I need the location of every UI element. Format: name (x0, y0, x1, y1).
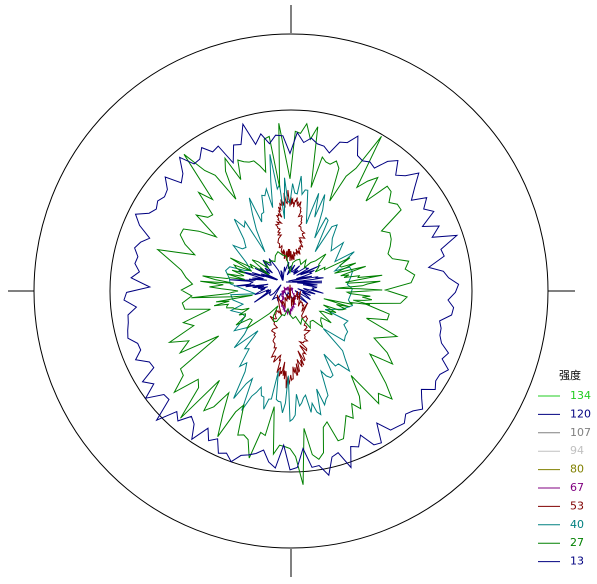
legend-label: 13 (570, 555, 584, 568)
legend-label: 120 (570, 407, 591, 420)
contour-line (191, 250, 383, 330)
legend-title: 强度 (559, 368, 581, 382)
contour-line (123, 122, 460, 477)
contours (123, 122, 460, 485)
inner-circle (109, 109, 473, 473)
frame (8, 5, 575, 577)
legend-label: 94 (570, 444, 584, 457)
contour-line (279, 286, 298, 316)
legend-label: 27 (570, 536, 584, 549)
legend: 134 120 107 94 80 67 53 40 27 13 (538, 389, 591, 568)
legend-label: 53 (570, 499, 584, 512)
contour-line (224, 154, 355, 423)
legend-label: 80 (570, 463, 584, 476)
legend-label: 107 (570, 426, 591, 439)
contour-line (269, 284, 311, 389)
legend-label: 40 (570, 518, 584, 531)
contour-line (156, 122, 416, 485)
legend-label: 134 (570, 389, 591, 402)
legend-label: 67 (570, 481, 584, 494)
contour-line (274, 190, 306, 262)
contour-line (229, 258, 324, 305)
